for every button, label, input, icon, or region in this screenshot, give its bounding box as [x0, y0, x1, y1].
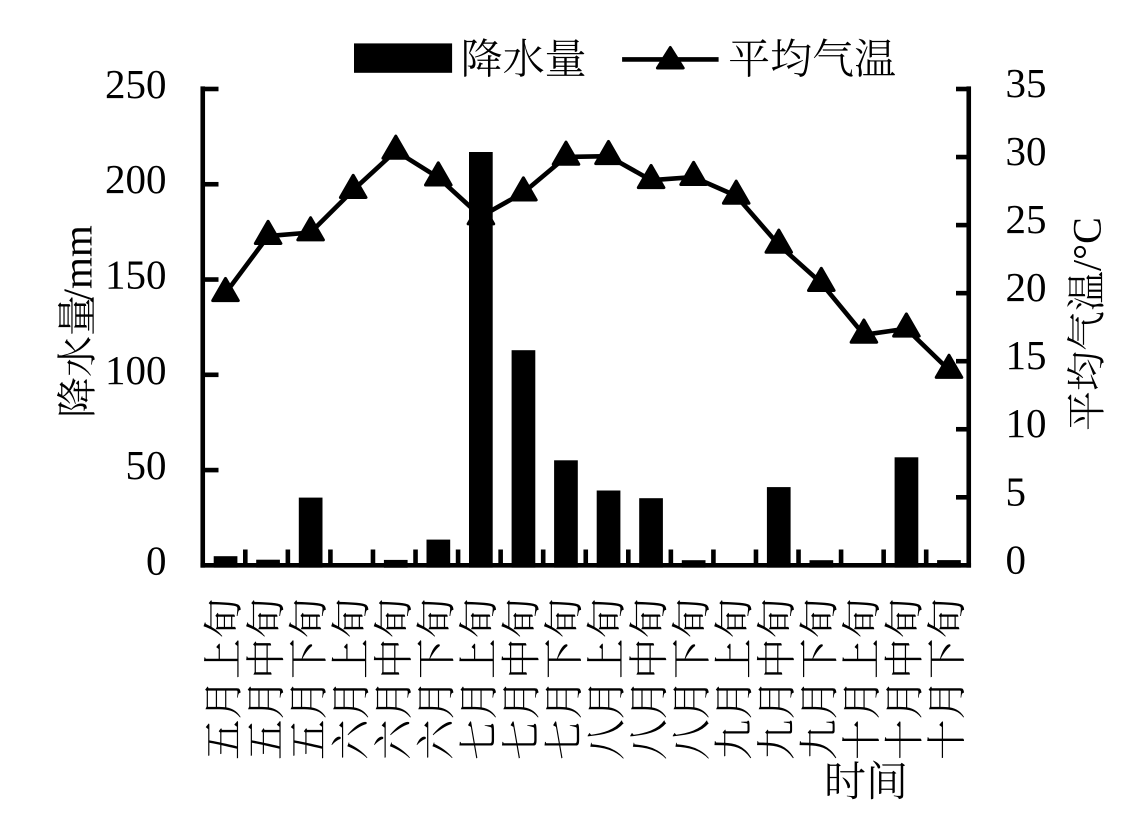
svg-text:150: 150	[105, 252, 167, 298]
svg-text:50: 50	[126, 442, 167, 488]
svg-text:250: 250	[105, 61, 167, 107]
svg-text:0: 0	[1006, 536, 1027, 582]
svg-text:5: 5	[1006, 468, 1027, 514]
svg-text:20: 20	[1006, 264, 1047, 310]
svg-text:/°C: /°C	[1065, 217, 1110, 271]
svg-text:0: 0	[146, 537, 167, 583]
svg-text:15: 15	[1006, 332, 1047, 378]
svg-text:30: 30	[1006, 128, 1047, 174]
svg-text:25: 25	[1006, 196, 1047, 242]
svg-text:35: 35	[1006, 60, 1047, 106]
svg-text:/mm: /mm	[55, 225, 101, 300]
svg-text:100: 100	[105, 347, 167, 393]
svg-text:200: 200	[105, 156, 167, 202]
svg-text:10: 10	[1006, 400, 1047, 446]
